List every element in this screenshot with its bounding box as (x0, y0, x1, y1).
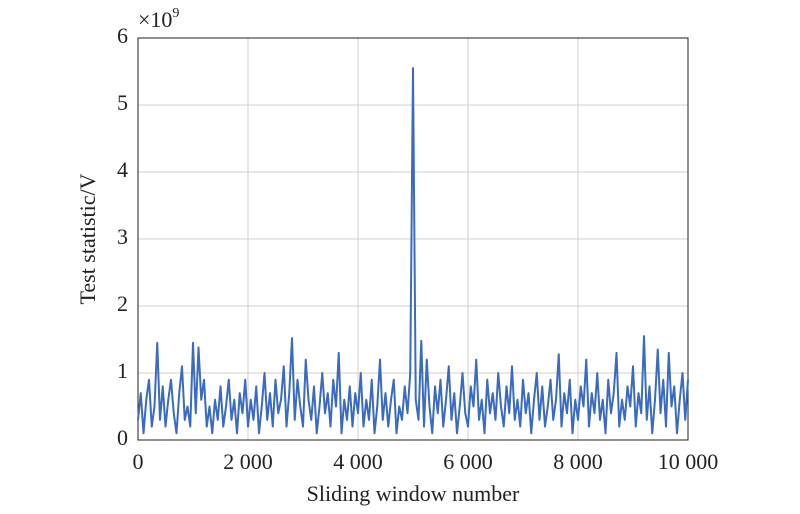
x-tick-label: 2 000 (223, 449, 273, 474)
y-axis-label: Test statistic/V (75, 173, 100, 304)
x-tick-label: 6 000 (443, 449, 493, 474)
x-tick-label: 4 000 (333, 449, 383, 474)
y-tick-label: 6 (117, 23, 128, 48)
y-multiplier-base: ×10 (138, 7, 172, 32)
y-multiplier-exponent: 9 (172, 6, 179, 21)
y-tick-label: 5 (117, 90, 128, 115)
y-tick-label: 4 (117, 157, 128, 182)
x-tick-label: 10 000 (658, 449, 719, 474)
y-tick-label: 1 (117, 358, 128, 383)
y-tick-label: 2 (117, 291, 128, 316)
plot-frame (137, 37, 689, 441)
data-line (137, 67, 689, 435)
x-tick-label: 8 000 (553, 449, 603, 474)
x-tick-label: 0 (133, 449, 144, 474)
y-multiplier: ×109 (138, 6, 179, 32)
y-tick-label: 0 (117, 425, 128, 450)
y-tick-label: 3 (117, 224, 128, 249)
x-axis-label: Sliding window number (307, 481, 520, 506)
